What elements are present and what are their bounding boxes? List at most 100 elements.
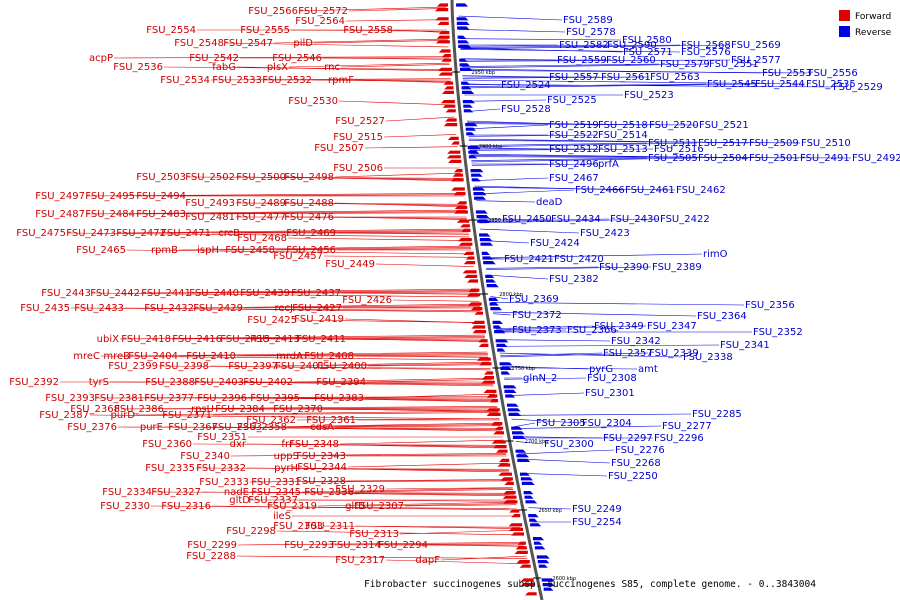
forward-leader-line xyxy=(211,505,518,511)
forward-gene-feature xyxy=(519,564,531,568)
forward-leader-line xyxy=(322,57,450,60)
reverse-leader-line xyxy=(460,47,623,53)
forward-leader-line xyxy=(224,42,449,48)
forward-gene-label: FSU_2475 xyxy=(16,228,66,239)
reverse-gene-label: FSU_2422 xyxy=(660,214,710,225)
reverse-gene-feature xyxy=(503,385,517,389)
forward-gene-label: FSU_2432 xyxy=(144,303,194,314)
reverse-gene-feature xyxy=(470,169,484,173)
forward-leader-line xyxy=(354,489,513,493)
reverse-gene-label: FSU_2568 xyxy=(681,40,731,51)
forward-gene-feature xyxy=(463,251,474,255)
reverse-gene-label: FSU_2505 xyxy=(648,153,698,164)
reverse-gene-label: amt xyxy=(638,364,658,375)
forward-gene-label: FSU_2481 xyxy=(185,212,235,223)
forward-gene-label: FSU_2532 xyxy=(262,75,312,86)
reverse-gene-label: FSU_2373 xyxy=(512,325,562,336)
reverse-leader-line xyxy=(487,274,549,280)
scale-tick-label: 2850 kbp xyxy=(488,218,512,224)
forward-gene-feature xyxy=(491,440,506,444)
forward-gene-label: FSU_2330 xyxy=(100,501,150,512)
reverse-gene-label: FSU_2563 xyxy=(650,72,700,83)
forward-gene-label: FSU_2498 xyxy=(284,172,334,183)
forward-gene-feature xyxy=(436,3,449,7)
reverse-gene-feature xyxy=(497,348,506,352)
forward-gene-feature xyxy=(500,477,513,481)
forward-leader-line xyxy=(296,418,500,421)
reverse-gene-label: FSU_2509 xyxy=(749,138,799,149)
reverse-gene-feature xyxy=(456,3,469,7)
forward-leader-line xyxy=(91,292,479,298)
forward-gene-label: FSU_2298 xyxy=(226,526,276,537)
forward-leader-line xyxy=(340,64,450,68)
forward-gene-label: FSU_2456 xyxy=(286,245,336,256)
forward-gene-label: FSU_2288 xyxy=(186,551,236,562)
forward-gene-label: FSU_2441 xyxy=(141,288,191,299)
forward-gene-feature xyxy=(438,49,451,53)
forward-leader-line xyxy=(299,454,507,457)
reverse-gene-label: FSU_2301 xyxy=(585,388,635,399)
reverse-gene-feature xyxy=(465,127,477,131)
reverse-leader-line xyxy=(462,79,806,85)
reverse-gene-label: FSU_2528 xyxy=(501,104,551,115)
forward-leader-line xyxy=(124,307,481,313)
reverse-leader-line xyxy=(459,29,566,33)
reverse-gene-feature xyxy=(524,495,534,499)
reverse-gene-label: FSU_2357 xyxy=(603,348,653,359)
forward-gene-label: FSU_2547 xyxy=(223,38,273,49)
reverse-leader-line xyxy=(471,163,598,166)
scale-tick-label: 2950 kbp xyxy=(471,70,495,76)
reverse-gene-label: FSU_2285 xyxy=(692,409,742,420)
reverse-gene-label: FSU_2366 xyxy=(567,325,617,336)
reverse-gene-feature xyxy=(499,362,513,366)
forward-leader-line xyxy=(249,491,515,497)
reverse-gene-feature xyxy=(468,150,480,154)
reverse-gene-label: glnN_2 xyxy=(523,373,557,384)
forward-gene-label: FSU_2558 xyxy=(343,25,393,36)
forward-gene-label: FSU_2443 xyxy=(41,288,91,299)
reverse-gene-feature xyxy=(533,541,543,545)
forward-gene-label: purD xyxy=(111,410,136,421)
forward-gene-feature xyxy=(452,173,464,177)
forward-gene-label: FSU_2493 xyxy=(185,198,235,209)
forward-leader-line xyxy=(404,504,517,507)
forward-leader-line xyxy=(364,146,458,149)
forward-leader-line xyxy=(276,530,523,536)
forward-gene-label: dapF xyxy=(415,555,440,566)
forward-leader-line xyxy=(428,544,525,547)
reverse-gene-feature xyxy=(528,514,539,518)
forward-leader-line xyxy=(275,248,472,251)
forward-gene-label: FSU_2381 xyxy=(94,393,144,404)
scale-tick-label: 2700 kbp xyxy=(525,439,549,445)
forward-leader-line xyxy=(140,288,478,294)
forward-gene-label: FSU_2404 xyxy=(128,351,178,362)
reverse-leader-line xyxy=(463,83,501,86)
reverse-leader-line xyxy=(467,123,699,126)
forward-leader-line xyxy=(230,453,506,457)
forward-gene-label: FSU_2314 xyxy=(331,540,381,551)
forward-gene-label: FSU_2572 xyxy=(298,6,348,17)
reverse-leader-line xyxy=(461,59,731,62)
forward-gene-label: FSU_2500 xyxy=(236,172,286,183)
forward-leader-line xyxy=(178,353,488,357)
forward-gene-label: FSU_2440 xyxy=(189,288,239,299)
forward-leader-line xyxy=(209,365,491,371)
forward-leader-line xyxy=(186,212,467,215)
forward-leader-line xyxy=(166,230,469,234)
reverse-gene-label: FSU_2423 xyxy=(580,228,630,239)
forward-gene-label: FSU_2437 xyxy=(291,288,341,299)
reverse-gene-label: FSU_2516 xyxy=(654,144,704,155)
reverse-gene-label: FSU_2569 xyxy=(731,40,781,51)
forward-gene-feature xyxy=(445,109,456,113)
reverse-gene-feature xyxy=(542,583,555,587)
reverse-gene-feature xyxy=(480,242,494,246)
reverse-gene-label: FSU_2545 xyxy=(707,79,757,90)
reverse-leader-line xyxy=(479,218,551,221)
forward-gene-label: FSU_2469 xyxy=(286,228,336,239)
scale-tick-label: 2750 kbp xyxy=(512,366,536,372)
forward-leader-line xyxy=(89,414,500,420)
forward-gene-feature xyxy=(436,35,450,39)
reverse-gene-feature xyxy=(507,408,521,412)
reverse-gene-feature xyxy=(476,215,490,219)
